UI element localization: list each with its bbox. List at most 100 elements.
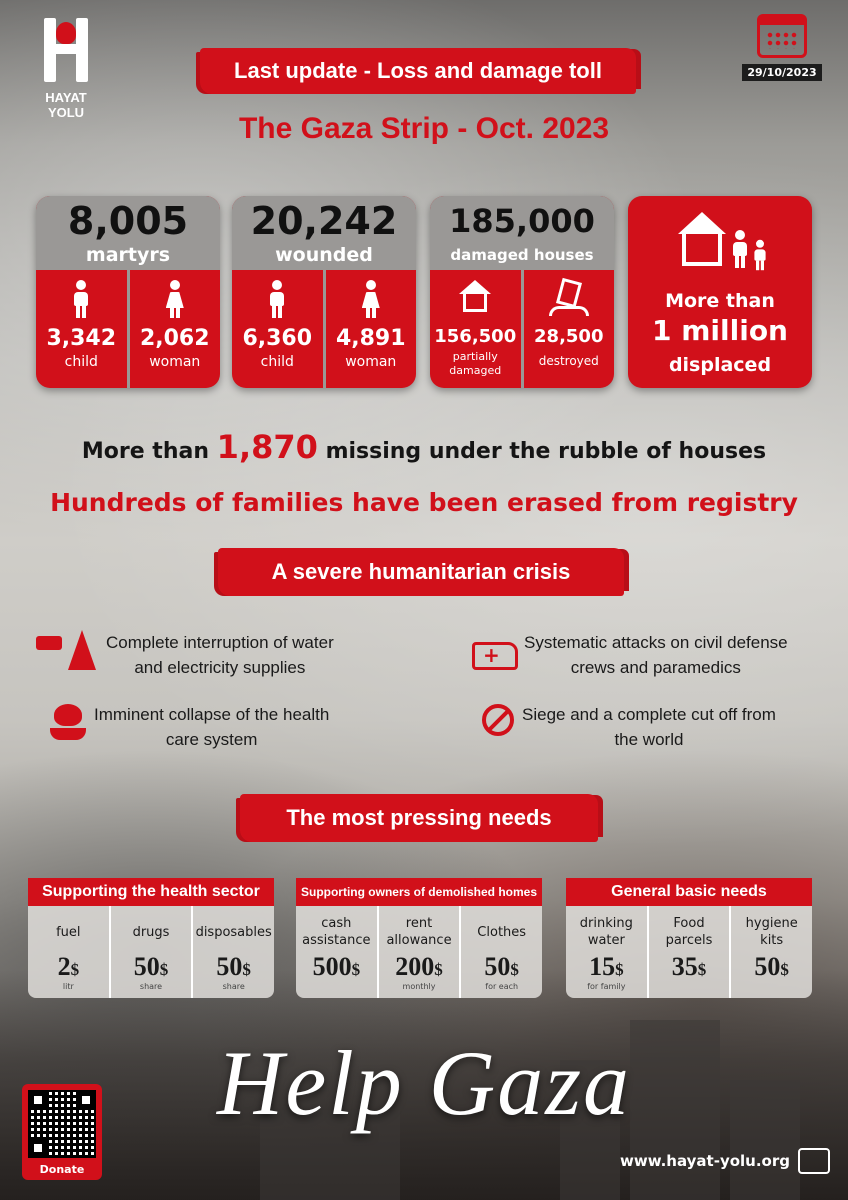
need-unit: share bbox=[222, 982, 245, 991]
water-electricity-icon bbox=[36, 630, 106, 676]
houses-card: 185,000 damaged houses 156,500 partially… bbox=[430, 196, 614, 388]
missing-suffix: missing under the rubble of houses bbox=[325, 439, 767, 464]
martyrs-total: 8,005 bbox=[67, 199, 189, 243]
issue-text: Systematic attacks on civil defense bbox=[524, 633, 788, 652]
woman-icon bbox=[361, 280, 381, 318]
displaced-card: More than 1 million displaced bbox=[628, 196, 812, 388]
need-name: hygiene kits bbox=[745, 916, 798, 948]
wounded-woman-label: woman bbox=[345, 354, 397, 370]
need-item[interactable]: Clothes 50$ for each bbox=[459, 906, 542, 998]
issue-text: Siege and a complete cut off from bbox=[522, 705, 776, 724]
wounded-woman-count: 4,891 bbox=[335, 326, 406, 351]
currency-symbol: $ bbox=[697, 960, 707, 979]
need-name: Food parcels bbox=[665, 916, 713, 948]
ambulance-icon bbox=[472, 630, 524, 676]
currency-symbol: $ bbox=[159, 960, 169, 979]
issue-text: Imminent collapse of the health bbox=[94, 705, 330, 724]
hayat-yolu-logo[interactable]: HAYAT YOLU bbox=[26, 14, 106, 120]
donate-label: Donate bbox=[39, 1163, 85, 1176]
need-price: 50 bbox=[133, 952, 160, 981]
houses-label: damaged houses bbox=[450, 246, 594, 264]
building-silhouette bbox=[730, 1080, 800, 1200]
headline-banner: Last update - Loss and damage toll bbox=[200, 48, 636, 94]
need-unit: for each bbox=[485, 982, 519, 991]
martyrs-label: martyrs bbox=[85, 244, 171, 266]
needs-group-title: Supporting the health sector bbox=[28, 878, 274, 906]
houses-destroyed-label: destroyed bbox=[538, 354, 599, 368]
need-item[interactable]: hygiene kits 50$ bbox=[729, 906, 812, 998]
needs-group-basic: General basic needs drinking water 15$ for… bbox=[566, 878, 812, 998]
page-subtitle: The Gaza Strip - Oct. 2023 bbox=[238, 112, 610, 145]
wounded-child: 6,360 child bbox=[232, 270, 323, 388]
logo-mark-icon bbox=[36, 14, 96, 86]
houses-partial: 156,500 partially damaged bbox=[430, 270, 521, 388]
building-silhouette bbox=[560, 1060, 620, 1200]
issue-siege: Siege and a complete cut off from the wor… bbox=[478, 702, 776, 752]
need-item[interactable]: fuel 2$ litr bbox=[28, 906, 109, 998]
need-item[interactable]: rent allowance 200$ monthly bbox=[376, 906, 460, 998]
issue-text: crews and paramedics bbox=[570, 658, 741, 677]
houses-destroyed: 28,500 destroyed bbox=[520, 270, 615, 388]
displaced-line2: 1 million bbox=[652, 314, 788, 347]
martyrs-child: 3,342 child bbox=[36, 270, 127, 388]
currency-symbol: $ bbox=[510, 960, 519, 979]
need-name: drinking water bbox=[579, 916, 633, 948]
update-date: 29/10/2023 bbox=[740, 14, 824, 81]
need-name: Clothes bbox=[477, 924, 527, 940]
donate-hand-icon bbox=[798, 1148, 830, 1174]
help-gaza-title: Help Gaza bbox=[216, 1032, 632, 1134]
need-unit: for family bbox=[587, 982, 626, 991]
damaged-house-icon bbox=[457, 280, 493, 314]
website-link[interactable]: www.hayat-yolu.org bbox=[620, 1152, 790, 1170]
issue-text: and electricity supplies bbox=[134, 658, 306, 677]
need-price: 50 bbox=[216, 952, 243, 981]
currency-symbol: $ bbox=[615, 960, 624, 979]
need-item[interactable]: drinking water 15$ for family bbox=[566, 906, 647, 998]
woman-icon bbox=[165, 280, 185, 318]
destroyed-building-icon bbox=[548, 277, 589, 318]
needs-banner: The most pressing needs bbox=[240, 794, 598, 842]
child-icon bbox=[71, 280, 91, 318]
ban-icon bbox=[478, 702, 522, 748]
need-unit: share bbox=[139, 982, 163, 991]
need-price: 50 bbox=[754, 952, 781, 981]
child-icon bbox=[267, 280, 287, 318]
needs-group-title: Supporting owners of demolished homes bbox=[296, 878, 542, 906]
need-item[interactable]: Food parcels 35$ bbox=[646, 906, 730, 998]
need-price: 50 bbox=[484, 952, 511, 981]
need-price: 15 bbox=[589, 952, 616, 981]
wounded-child-count: 6,360 bbox=[242, 326, 313, 351]
houses-partial-label: partially damaged bbox=[449, 350, 502, 377]
building-silhouette bbox=[260, 1110, 400, 1200]
wounded-total: 20,242 bbox=[250, 199, 398, 243]
donate-qr-button[interactable]: Donate bbox=[22, 1084, 102, 1180]
martyrs-child-count: 3,342 bbox=[46, 326, 117, 351]
currency-symbol: $ bbox=[70, 960, 80, 979]
currency-symbol: $ bbox=[351, 960, 361, 979]
wounded-card: 20,242 wounded 6,360 child 4,891 woman bbox=[232, 196, 416, 388]
issue-health-collapse: Imminent collapse of the health care syst… bbox=[50, 702, 329, 752]
wounded-child-label: child bbox=[260, 354, 294, 370]
missing-prefix: More than bbox=[81, 439, 209, 464]
issue-text: the world bbox=[614, 730, 684, 749]
brand-name: HAYAT YOLU bbox=[45, 90, 87, 120]
wounded-woman: 4,891 woman bbox=[322, 270, 417, 388]
need-item[interactable]: disposables 50$ share bbox=[191, 906, 274, 998]
need-item[interactable]: drugs 50$ share bbox=[108, 906, 192, 998]
houses-partial-count: 156,500 bbox=[434, 326, 517, 347]
issue-text: care system bbox=[165, 730, 258, 749]
displaced-line3: displaced bbox=[668, 354, 772, 376]
need-price: 35 bbox=[671, 952, 698, 981]
health-care-icon bbox=[50, 702, 94, 748]
need-item[interactable]: cash assistance 500$ bbox=[296, 906, 377, 998]
crisis-banner: A severe humanitarian crisis bbox=[218, 548, 624, 596]
need-name: disposables bbox=[195, 924, 272, 940]
currency-symbol: $ bbox=[780, 960, 789, 979]
martyrs-woman-label: woman bbox=[149, 354, 201, 370]
calendar-icon bbox=[757, 14, 807, 58]
qr-code-icon bbox=[28, 1090, 96, 1158]
issue-water-electricity: Complete interruption of water and electr… bbox=[36, 630, 334, 680]
need-unit: monthly bbox=[402, 982, 436, 991]
need-name: cash assistance bbox=[302, 916, 371, 948]
